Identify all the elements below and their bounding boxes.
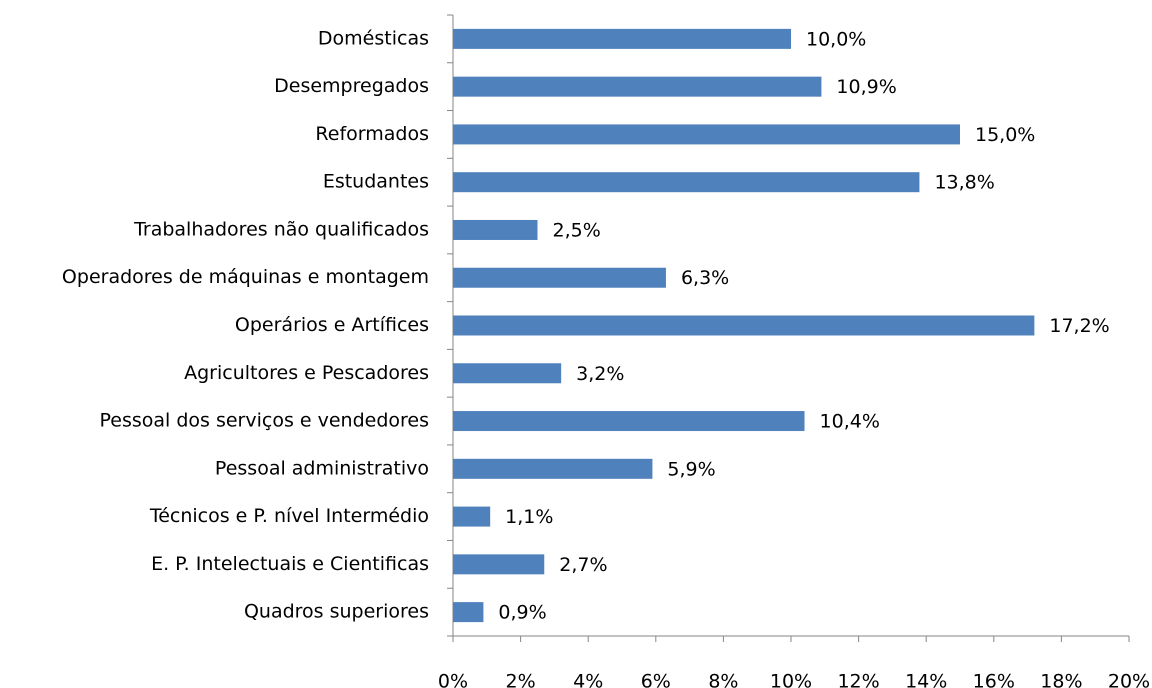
bar xyxy=(453,363,562,384)
x-tick-label: 18% xyxy=(1040,671,1082,688)
y-tick-label: Técnicos e P. nível Intermédio xyxy=(149,505,429,527)
value-label: 15,0% xyxy=(975,124,1035,146)
y-tick-label: Pessoal administrativo xyxy=(215,457,429,479)
bar xyxy=(453,28,791,49)
bar xyxy=(453,76,822,97)
bar xyxy=(453,458,653,479)
x-tick-label: 12% xyxy=(837,671,879,688)
x-tick-label: 20% xyxy=(1108,671,1150,688)
y-tick-label: Desempregados xyxy=(274,75,429,97)
y-tick-label: Reformados xyxy=(315,123,429,145)
value-label: 5,9% xyxy=(667,458,715,480)
y-tick-label: Estudantes xyxy=(323,171,429,193)
bar xyxy=(453,219,538,240)
y-tick-label: E. P. Intelectuais e Cientificas xyxy=(151,553,429,575)
x-tick-label: 10% xyxy=(770,671,812,688)
value-label: 13,8% xyxy=(934,172,994,194)
value-label: 10,0% xyxy=(806,28,866,50)
value-label: 10,4% xyxy=(820,411,880,433)
bar xyxy=(453,602,484,623)
x-tick-label: 16% xyxy=(973,671,1015,688)
y-tick-label: Quadros superiores xyxy=(244,601,429,623)
x-tick-label: 2% xyxy=(506,671,536,688)
y-tick-label: Agricultores e Pescadores xyxy=(184,362,429,384)
y-tick-label: Operadores de máquinas e montagem xyxy=(62,266,429,288)
x-tick-label: 4% xyxy=(573,671,603,688)
bar xyxy=(453,411,805,432)
bar xyxy=(453,554,545,575)
y-tick-label: Domésticas xyxy=(318,27,429,49)
y-tick-label: Trabalhadores não qualificados xyxy=(133,218,429,240)
value-label: 17,2% xyxy=(1049,315,1109,337)
x-tick-label: 8% xyxy=(708,671,738,688)
y-tick-label: Pessoal dos serviços e vendedores xyxy=(99,410,429,432)
value-label: 3,2% xyxy=(576,363,624,385)
value-label: 2,7% xyxy=(559,554,607,576)
value-label: 0,9% xyxy=(498,602,546,624)
x-tick-label: 0% xyxy=(438,671,468,688)
bar xyxy=(453,172,920,193)
bar xyxy=(453,124,960,145)
value-label: 10,9% xyxy=(836,76,896,98)
bar xyxy=(453,267,666,288)
y-tick-label: Operários e Artífices xyxy=(235,314,429,336)
value-label: 1,1% xyxy=(505,506,553,528)
bar xyxy=(453,506,491,527)
value-label: 6,3% xyxy=(681,267,729,289)
value-label: 2,5% xyxy=(553,219,601,241)
bar xyxy=(453,315,1035,336)
x-tick-label: 6% xyxy=(641,671,671,688)
x-tick-label: 14% xyxy=(905,671,947,688)
